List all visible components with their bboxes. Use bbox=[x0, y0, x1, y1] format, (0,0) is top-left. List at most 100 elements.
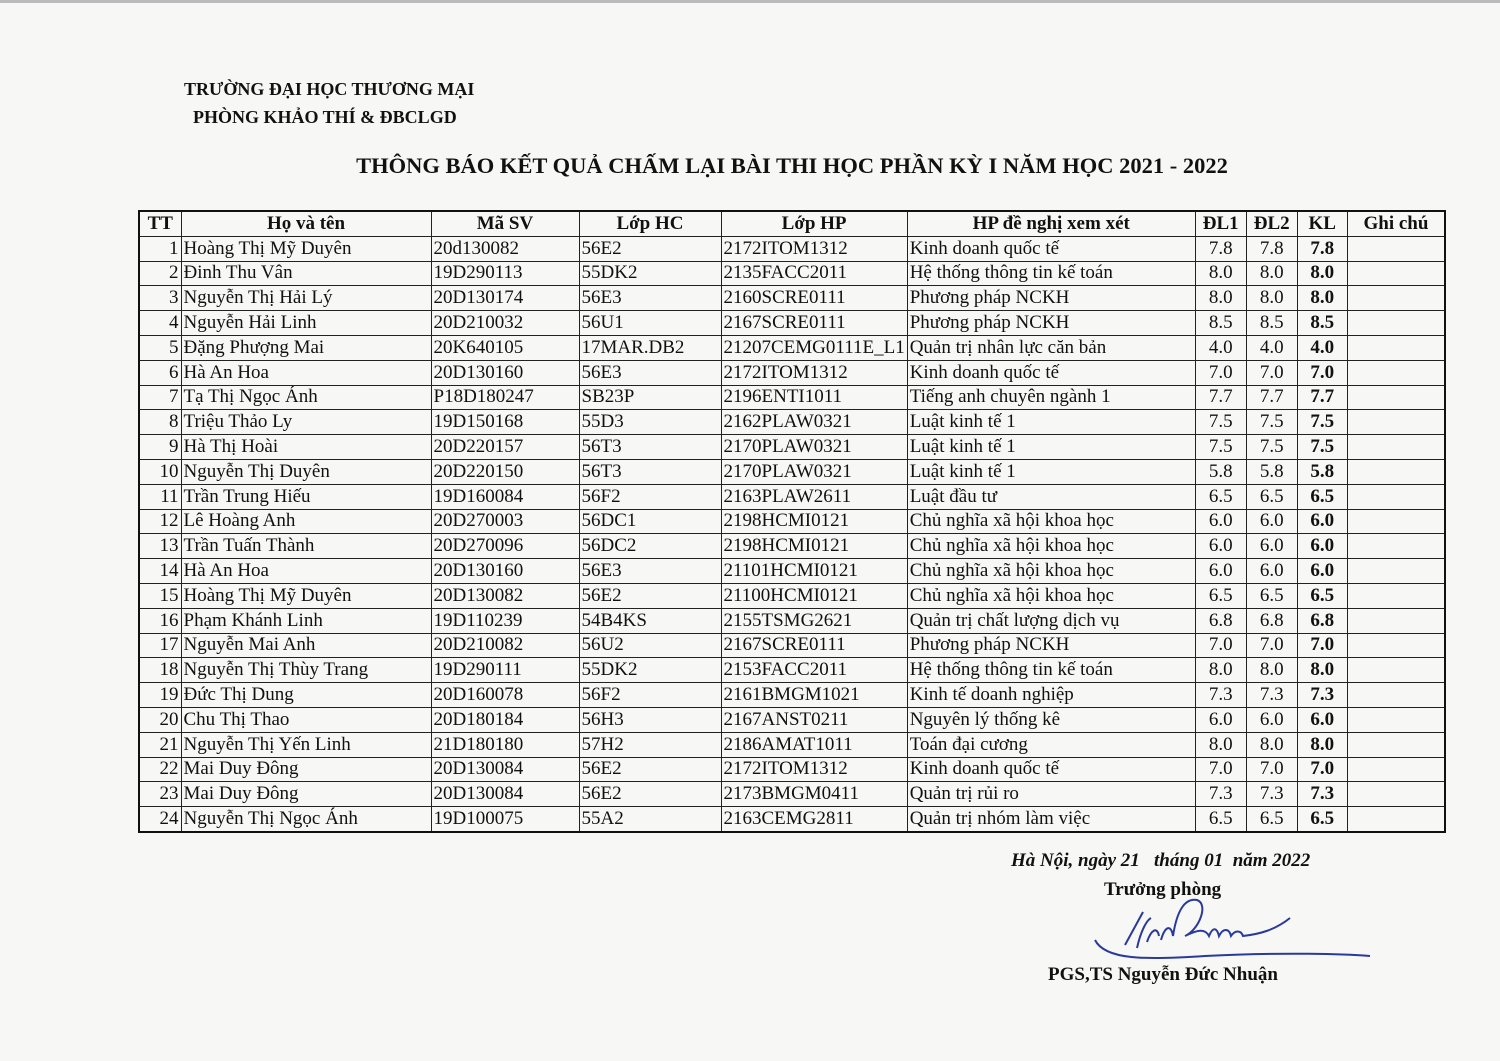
note-cell bbox=[1346, 458, 1446, 485]
row-number-cell: 5 bbox=[138, 334, 182, 361]
final-score-cell: 6.5 bbox=[1296, 806, 1348, 833]
admin-class-cell: 56E3 bbox=[578, 359, 722, 386]
table-row: 5 Đặng Phượng Mai 20K640105 17MAR.DB2 21207C… bbox=[138, 334, 1446, 361]
admin-class-cell: 56U1 bbox=[578, 310, 722, 336]
course-name-cell: Hệ thống thông tin kế toán bbox=[906, 657, 1196, 684]
table-row: 6 Hà An Hoa 20D130160 56E3 2172ITOM1312 Kinh … bbox=[138, 359, 1446, 386]
course-class-cell: 2198HCMI0121 bbox=[720, 508, 908, 535]
note-cell bbox=[1346, 384, 1446, 411]
course-class-cell: 2167SCRE0111 bbox=[720, 310, 908, 336]
table-row: 7 Tạ Thị Ngọc Ánh P18D180247 SB23P 2196ENTI1… bbox=[138, 384, 1446, 411]
student-name-cell: Hoàng Thị Mỹ Duyên bbox=[180, 582, 432, 609]
course-name-cell: Chủ nghĩa xã hội khoa học bbox=[906, 582, 1196, 609]
score-grader1-cell: 6.0 bbox=[1194, 533, 1247, 560]
course-class-cell: 2155TSMG2621 bbox=[720, 607, 908, 634]
row-number-cell: 21 bbox=[138, 731, 182, 758]
final-score-cell: 7.8 bbox=[1296, 235, 1348, 262]
note-cell bbox=[1346, 806, 1446, 833]
score-grader2-cell: 8.0 bbox=[1245, 731, 1298, 758]
course-name-cell: Toán đại cương bbox=[906, 731, 1196, 758]
admin-class-cell: 56E2 bbox=[578, 756, 722, 783]
course-class-cell: 2162PLAW0321 bbox=[720, 409, 908, 436]
course-class-cell: 21100HCMI0121 bbox=[720, 582, 908, 609]
course-name-cell: Kinh doanh quốc tế bbox=[906, 756, 1196, 783]
row-number-cell: 19 bbox=[138, 682, 182, 708]
row-number-cell: 10 bbox=[138, 458, 182, 485]
course-class-cell: 2167ANST0211 bbox=[720, 706, 908, 733]
score-grader2-cell: 6.8 bbox=[1245, 607, 1298, 634]
score-grader2-cell: 8.0 bbox=[1245, 657, 1298, 684]
column-header: HP đề nghị xem xét bbox=[906, 210, 1196, 237]
score-grader2-cell: 8.0 bbox=[1245, 285, 1298, 312]
final-score-cell: 7.0 bbox=[1296, 632, 1348, 659]
student-id-cell: 19D150168 bbox=[430, 409, 580, 436]
student-name-cell: Đinh Thu Vân bbox=[180, 260, 432, 287]
student-name-cell: Đặng Phượng Mai bbox=[180, 334, 432, 361]
note-cell bbox=[1346, 781, 1446, 808]
final-score-cell: 6.0 bbox=[1296, 706, 1348, 733]
score-grader1-cell: 8.0 bbox=[1194, 657, 1247, 684]
admin-class-cell: 56F2 bbox=[578, 682, 722, 708]
student-name-cell: Hoàng Thị Mỹ Duyên bbox=[180, 235, 432, 262]
admin-class-cell: 56DC1 bbox=[578, 508, 722, 535]
course-class-cell: 2172ITOM1312 bbox=[720, 235, 908, 262]
admin-class-cell: 56U2 bbox=[578, 632, 722, 659]
course-name-cell: Phương pháp NCKH bbox=[906, 632, 1196, 659]
student-name-cell: Hà An Hoa bbox=[180, 558, 432, 584]
course-class-cell: 21101HCMI0121 bbox=[720, 558, 908, 584]
student-id-cell: 21D180180 bbox=[430, 731, 580, 758]
final-score-cell: 6.5 bbox=[1296, 483, 1348, 510]
admin-class-cell: 56H3 bbox=[578, 706, 722, 733]
student-id-cell: 20D130082 bbox=[430, 582, 580, 609]
note-cell bbox=[1346, 731, 1446, 758]
row-number-cell: 12 bbox=[138, 508, 182, 535]
row-number-cell: 8 bbox=[138, 409, 182, 436]
column-header: ĐL1 bbox=[1194, 210, 1247, 237]
score-grader2-cell: 7.5 bbox=[1245, 434, 1298, 460]
final-score-cell: 7.5 bbox=[1296, 434, 1348, 460]
score-grader2-cell: 6.0 bbox=[1245, 533, 1298, 560]
score-grader1-cell: 7.0 bbox=[1194, 756, 1247, 783]
course-class-cell: 2170PLAW0321 bbox=[720, 434, 908, 460]
column-header: TT bbox=[138, 210, 182, 237]
course-class-cell: 2172ITOM1312 bbox=[720, 756, 908, 783]
course-name-cell: Hệ thống thông tin kế toán bbox=[906, 260, 1196, 287]
score-grader2-cell: 7.3 bbox=[1245, 682, 1298, 708]
row-number-cell: 16 bbox=[138, 607, 182, 634]
score-grader1-cell: 8.0 bbox=[1194, 731, 1247, 758]
score-grader2-cell: 8.5 bbox=[1245, 310, 1298, 336]
table-row: 3 Nguyễn Thị Hải Lý 20D130174 56E3 2160SCRE0… bbox=[138, 285, 1446, 312]
score-grader2-cell: 7.8 bbox=[1245, 235, 1298, 262]
row-number-cell: 22 bbox=[138, 756, 182, 783]
course-name-cell: Chủ nghĩa xã hội khoa học bbox=[906, 508, 1196, 535]
final-score-cell: 8.5 bbox=[1296, 310, 1348, 336]
student-id-cell: 20D180184 bbox=[430, 706, 580, 733]
row-number-cell: 4 bbox=[138, 310, 182, 336]
course-name-cell: Nguyên lý thống kê bbox=[906, 706, 1196, 733]
admin-class-cell: 56E3 bbox=[578, 285, 722, 312]
table-row: 10 Nguyễn Thị Duyên 20D220150 56T3 2170PLAW0… bbox=[138, 458, 1446, 485]
table-row: 20 Chu Thị Thao 20D180184 56H3 2167ANST0211 N… bbox=[138, 706, 1446, 733]
course-name-cell: Quản trị nhân lực căn bản bbox=[906, 334, 1196, 361]
student-id-cell: 20D160078 bbox=[430, 682, 580, 708]
course-name-cell: Chủ nghĩa xã hội khoa học bbox=[906, 558, 1196, 584]
final-score-cell: 4.0 bbox=[1296, 334, 1348, 361]
score-grader1-cell: 7.3 bbox=[1194, 781, 1247, 808]
admin-class-cell: 55DK2 bbox=[578, 657, 722, 684]
row-number-cell: 3 bbox=[138, 285, 182, 312]
course-class-cell: 2153FACC2011 bbox=[720, 657, 908, 684]
note-cell bbox=[1346, 409, 1446, 436]
score-grader2-cell: 5.8 bbox=[1245, 458, 1298, 485]
student-id-cell: 19D290111 bbox=[430, 657, 580, 684]
score-grader2-cell: 6.0 bbox=[1245, 508, 1298, 535]
score-grader1-cell: 4.0 bbox=[1194, 334, 1247, 361]
column-header: Ghi chú bbox=[1346, 210, 1446, 237]
table-row: 15 Hoàng Thị Mỹ Duyên 20D130082 56E2 21100HC… bbox=[138, 582, 1446, 609]
student-name-cell: Phạm Khánh Linh bbox=[180, 607, 432, 634]
admin-class-cell: SB23P bbox=[578, 384, 722, 411]
course-class-cell: 2198HCMI0121 bbox=[720, 533, 908, 560]
course-name-cell: Quản trị nhóm làm việc bbox=[906, 806, 1196, 833]
scan-edge bbox=[0, 0, 1500, 3]
student-name-cell: Chu Thị Thao bbox=[180, 706, 432, 733]
note-cell bbox=[1346, 285, 1446, 312]
